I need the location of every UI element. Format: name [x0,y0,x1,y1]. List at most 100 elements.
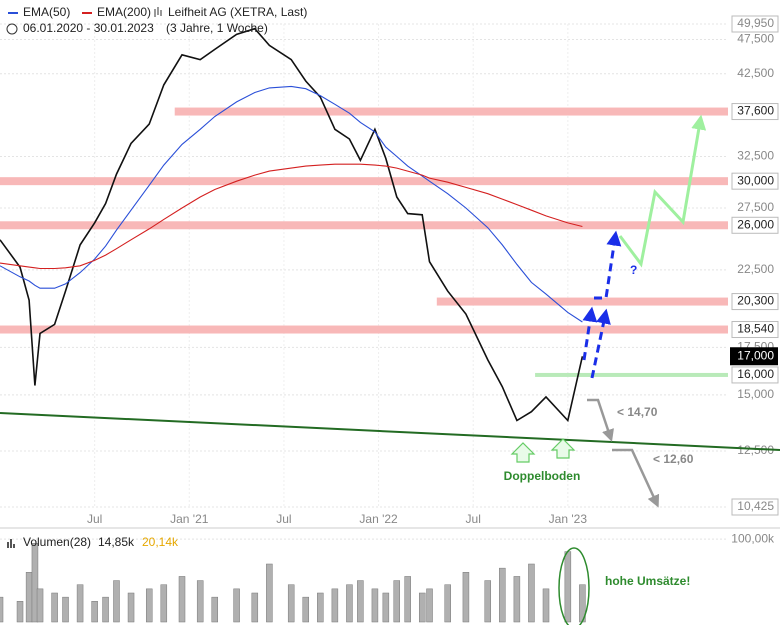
clock-icon [6,23,18,35]
level-label: 16,000 [737,367,774,381]
volume-bar [444,584,451,623]
level-band [436,297,728,306]
volume-bar [302,596,310,623]
volume-reading: 14,85k [98,535,135,549]
volume-bar [31,543,39,623]
volume-bar [418,592,426,623]
level-band [0,221,728,230]
volume-bar [426,588,433,623]
volume-bar [178,576,186,623]
volume-bar [371,588,379,623]
trend-line [0,412,780,451]
volume-bar [382,592,390,623]
volume-bar [317,592,324,623]
volume-bar [499,567,506,623]
volume-bar [266,563,273,623]
y-tick-label: 15,000 [737,387,774,401]
volume-bar [251,592,259,623]
level-label: 37,600 [737,104,774,118]
annotation: < 14,70 [617,405,658,419]
volume-bar [287,584,295,623]
highlight [558,547,590,625]
volume-bar [0,596,4,623]
volume-bar [113,580,120,623]
level-label: 26,000 [737,217,774,231]
volume-bar [346,584,353,623]
volume-bar [484,580,492,623]
volume-bar [462,572,470,623]
volume-bar [196,580,204,623]
volume-bar [160,584,168,623]
level-box [731,366,779,384]
volume-bar [513,576,521,623]
grid: 49,95047,50042,50032,50027,50022,50017,5… [0,15,779,526]
legend-label: Leifheit AG (XETRA, Last) [168,5,307,19]
y-tick-label: 42,500 [737,66,774,80]
tick-box [731,498,779,516]
last-price-box [730,347,778,366]
x-tick-label: Jan '21 [170,512,209,526]
volume-panel: 100,00k [0,531,775,623]
level-band [0,325,728,334]
level-box [731,103,779,121]
y-tick-label: 32,500 [737,149,774,163]
volume-bar [76,584,84,623]
x-tick-label: Jul [87,512,102,526]
level-band [174,107,729,116]
legend-label: EMA(200) [97,5,151,19]
legend-label: EMA(50) [23,5,70,19]
annotation: ? [630,263,637,277]
volume-bar [357,580,364,623]
last-price-label: 17,000 [737,348,774,362]
level-label: 20,300 [737,294,774,308]
series-line [0,27,584,423]
level-band [535,372,728,377]
annotation: Doppelboden [504,469,581,483]
plot [0,27,584,423]
subtitle: 06.01.2020 - 30.01.2023 [23,21,154,35]
series-line [0,85,583,323]
y-tick-label: 22,500 [737,262,774,276]
annotation: < 12,60 [653,452,694,466]
levels: 37,600 30,000 26,000 20,300 18,540 16,000 17,0… [0,103,779,384]
tick-box [731,15,779,33]
volume-icon [7,539,15,548]
volume-bar [542,588,550,623]
x-tick-label: Jul [276,512,291,526]
period: (3 Jahre, 1 Woche) [166,21,268,35]
x-tick-label: Jul [466,512,481,526]
volume-bar [102,596,109,623]
volume-bar [127,592,135,623]
volume-bar [36,588,44,623]
volume-bar [145,588,153,623]
level-box [731,293,779,311]
level-band [0,177,728,186]
volume-bar [211,596,219,623]
volume-bar [91,601,98,623]
volume-bar [62,596,69,623]
level-label: 18,540 [737,322,774,336]
y-tick-label: 100,00k [731,531,775,545]
volume-bar [16,601,24,623]
y-tick-label: 12,500 [737,443,774,457]
volume-bar [528,563,535,623]
volume-bar [393,580,401,623]
volume-bar [51,592,58,623]
series-line [0,163,583,270]
x-tick-label: Jan '22 [359,512,398,526]
volume-bar [233,588,240,623]
volume-bar [404,576,411,623]
level-label: 30,000 [737,173,774,187]
level-box [731,216,779,234]
level-box [731,321,779,339]
volume-bar [25,572,33,623]
y-tick-label: 27,500 [737,200,774,214]
x-tick-label: Jan '23 [549,512,588,526]
volume-bar [331,588,339,623]
volume-title: Volumen(28) [23,535,91,549]
y-tick-label: 10,425 [737,499,774,513]
projections [510,114,707,508]
legend-swatch [154,7,162,17]
y-tick-label: 49,950 [737,16,774,30]
